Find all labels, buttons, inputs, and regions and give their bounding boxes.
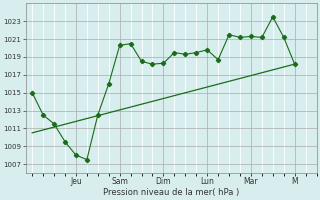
X-axis label: Pression niveau de la mer( hPa ): Pression niveau de la mer( hPa ) xyxy=(103,188,239,197)
